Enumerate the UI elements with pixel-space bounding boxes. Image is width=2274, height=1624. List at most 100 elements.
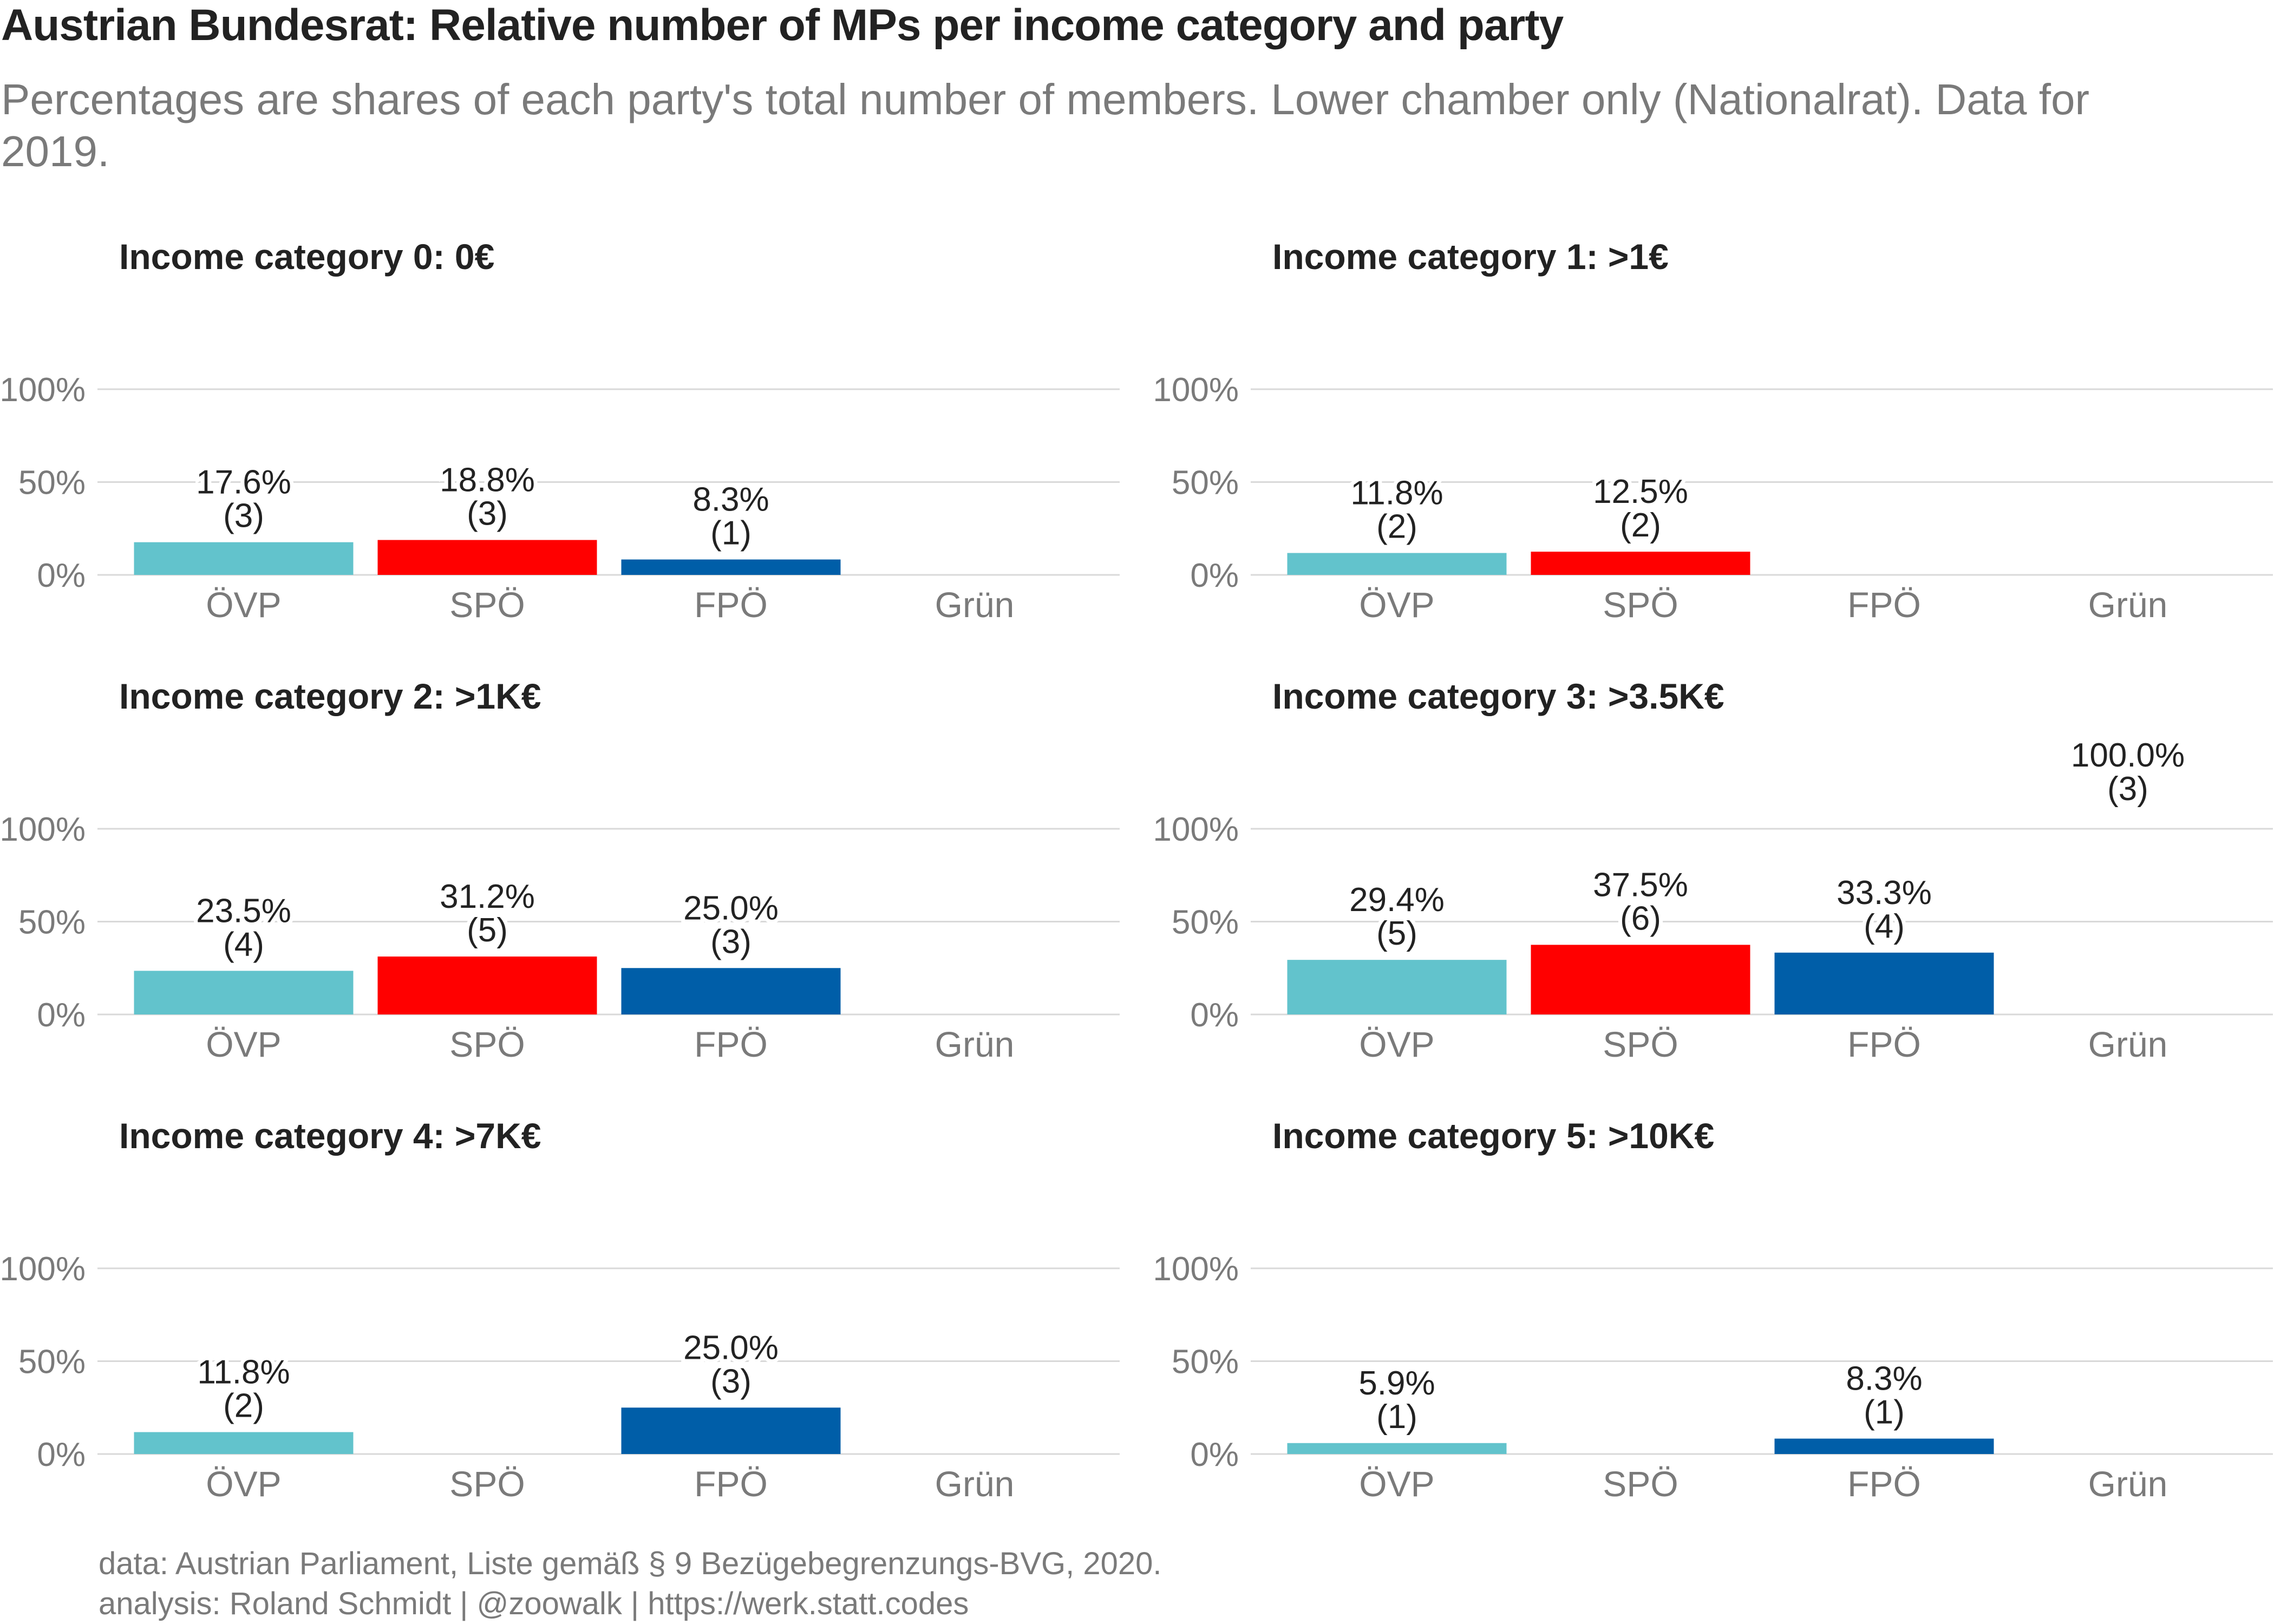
count-label-0-0: (3) xyxy=(223,497,264,535)
y-tick-label-5-1: 50% xyxy=(1172,1344,1239,1381)
bar-5-0 xyxy=(1287,1443,1507,1454)
y-tick-label-4-1: 50% xyxy=(18,1344,86,1381)
count-label-1-0: (2) xyxy=(1376,508,1417,546)
count-label-3-3: (3) xyxy=(2107,770,2148,808)
y-tick-label-3-0: 0% xyxy=(1190,997,1239,1034)
count-label-2-0: (4) xyxy=(223,926,264,963)
bar-2-2 xyxy=(621,968,841,1014)
value-label-2-0: 23.5% xyxy=(196,892,291,929)
bar-3-0 xyxy=(1287,960,1507,1014)
bar-0-0 xyxy=(134,542,354,575)
x-tick-label-1-0: ÖVP xyxy=(1359,585,1434,625)
count-label-2-2: (3) xyxy=(710,923,752,960)
x-tick-label-3-0: ÖVP xyxy=(1359,1024,1434,1064)
chart-title: Austrian Bundesrat: Relative number of M… xyxy=(1,1,1564,50)
count-label-2-1: (5) xyxy=(467,912,508,949)
y-tick-label-2-2: 100% xyxy=(0,811,86,848)
count-label-0-1: (3) xyxy=(467,495,508,533)
count-label-5-2: (1) xyxy=(1864,1394,1905,1431)
x-tick-label-2-2: FPÖ xyxy=(694,1024,768,1064)
facet-title-1: Income category 1: >1€ xyxy=(1272,237,1669,277)
value-label-1-0: 11.8% xyxy=(1350,475,1443,512)
x-tick-label-0-1: SPÖ xyxy=(449,585,525,625)
value-label-3-2: 33.3% xyxy=(1837,874,1932,912)
value-label-2-1: 31.2% xyxy=(440,878,535,915)
value-label-3-3: 100.0% xyxy=(2071,737,2185,774)
x-tick-label-4-1: SPÖ xyxy=(449,1464,525,1504)
bar-3-1 xyxy=(1531,945,1750,1014)
bar-1-1 xyxy=(1531,552,1750,575)
count-label-3-2: (4) xyxy=(1864,908,1905,945)
count-label-4-0: (2) xyxy=(223,1387,264,1425)
count-label-3-0: (5) xyxy=(1376,915,1417,952)
bar-2-1 xyxy=(377,956,597,1014)
x-tick-label-0-0: ÖVP xyxy=(206,585,281,625)
x-tick-label-1-3: Grün xyxy=(2088,585,2168,625)
bar-0-1 xyxy=(377,540,597,575)
bar-2-0 xyxy=(134,971,354,1014)
y-tick-label-0-1: 50% xyxy=(18,464,86,502)
bar-0-2 xyxy=(621,559,841,575)
caption: data: Austrian Parliament, Liste gemäß §… xyxy=(99,1544,1162,1624)
count-label-5-0: (1) xyxy=(1376,1398,1417,1436)
x-tick-label-5-2: FPÖ xyxy=(1847,1464,1921,1504)
facet-title-0: Income category 0: 0€ xyxy=(119,237,494,277)
x-tick-label-2-0: ÖVP xyxy=(206,1024,281,1064)
x-tick-label-2-1: SPÖ xyxy=(449,1024,525,1064)
chart-subtitle: Percentages are shares of each party's t… xyxy=(1,75,2090,175)
count-label-1-1: (2) xyxy=(1620,507,1661,544)
value-label-4-0: 11.8% xyxy=(197,1354,290,1391)
bar-4-0 xyxy=(134,1432,354,1454)
x-tick-label-3-1: SPÖ xyxy=(1603,1024,1678,1064)
x-tick-label-5-0: ÖVP xyxy=(1359,1464,1434,1504)
x-tick-label-0-2: FPÖ xyxy=(694,585,768,625)
y-tick-label-4-2: 100% xyxy=(0,1250,86,1288)
facet-title-5: Income category 5: >10K€ xyxy=(1272,1116,1714,1156)
x-tick-label-4-0: ÖVP xyxy=(206,1464,281,1504)
value-label-5-2: 8.3% xyxy=(1846,1360,1922,1398)
x-tick-label-1-2: FPÖ xyxy=(1847,585,1921,625)
value-label-0-2: 8.3% xyxy=(692,481,769,519)
y-tick-label-3-2: 100% xyxy=(1153,811,1239,848)
x-tick-label-4-3: Grün xyxy=(935,1464,1015,1504)
y-tick-label-5-2: 100% xyxy=(1153,1250,1239,1288)
x-tick-label-3-2: FPÖ xyxy=(1847,1024,1921,1064)
y-tick-label-0-0: 0% xyxy=(37,557,86,594)
count-label-4-2: (3) xyxy=(710,1363,752,1400)
y-tick-label-0-2: 100% xyxy=(0,371,86,409)
count-label-3-1: (6) xyxy=(1620,900,1661,937)
value-label-0-0: 17.6% xyxy=(196,464,291,501)
facet-title-2: Income category 2: >1K€ xyxy=(119,676,541,716)
y-tick-label-1-0: 0% xyxy=(1190,557,1239,594)
facet-title-3: Income category 3: >3.5K€ xyxy=(1272,676,1724,716)
x-tick-label-1-1: SPÖ xyxy=(1603,585,1678,625)
count-label-0-2: (1) xyxy=(710,515,752,552)
y-tick-label-2-1: 50% xyxy=(18,904,86,941)
value-label-1-1: 12.5% xyxy=(1593,473,1688,510)
value-label-3-1: 37.5% xyxy=(1593,866,1688,903)
y-tick-label-2-0: 0% xyxy=(37,997,86,1034)
value-label-3-0: 29.4% xyxy=(1349,881,1445,919)
value-label-0-1: 18.8% xyxy=(440,462,535,499)
bar-4-2 xyxy=(621,1407,841,1454)
facet-title-4: Income category 4: >7K€ xyxy=(119,1116,541,1156)
bar-1-0 xyxy=(1287,553,1507,575)
x-tick-label-0-3: Grün xyxy=(935,585,1015,625)
value-label-4-2: 25.0% xyxy=(683,1329,779,1366)
value-label-2-2: 25.0% xyxy=(683,889,779,927)
value-label-5-0: 5.9% xyxy=(1358,1365,1435,1402)
x-tick-label-4-2: FPÖ xyxy=(694,1464,768,1504)
y-tick-label-4-0: 0% xyxy=(37,1436,86,1474)
x-tick-label-5-3: Grün xyxy=(2088,1464,2168,1504)
caption-line-1: data: Austrian Parliament, Liste gemäß §… xyxy=(99,1546,1162,1581)
x-tick-label-3-3: Grün xyxy=(2088,1024,2168,1064)
x-tick-label-5-1: SPÖ xyxy=(1603,1464,1678,1504)
bar-3-2 xyxy=(1774,952,1994,1014)
bar-5-2 xyxy=(1774,1438,1994,1454)
y-tick-label-5-0: 0% xyxy=(1190,1436,1239,1474)
y-tick-label-3-1: 50% xyxy=(1172,904,1239,941)
y-tick-label-1-1: 50% xyxy=(1172,464,1239,502)
caption-line-2: analysis: Roland Schmidt | @zoowalk | ht… xyxy=(99,1586,969,1621)
x-tick-label-2-3: Grün xyxy=(935,1024,1015,1064)
